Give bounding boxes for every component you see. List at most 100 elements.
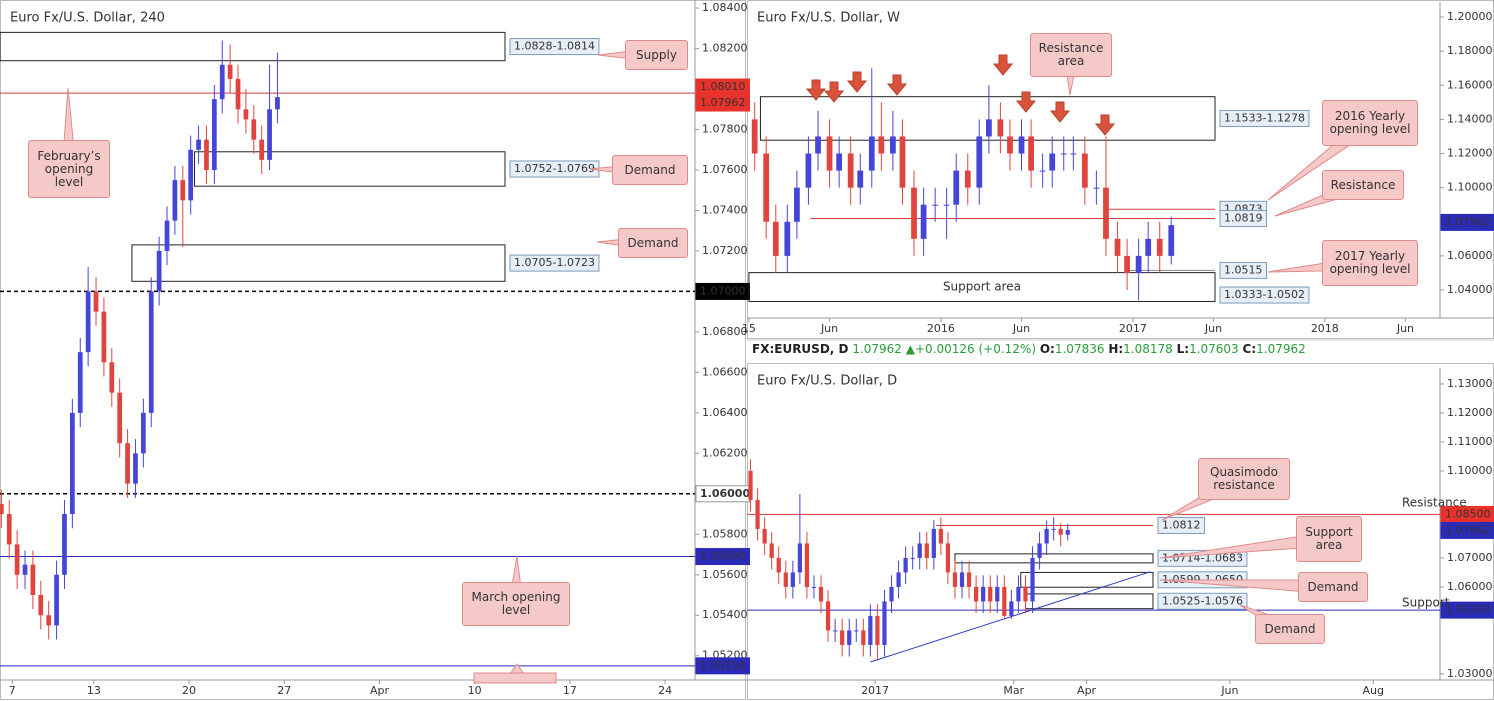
candle-body xyxy=(826,136,833,171)
candle-body xyxy=(1114,238,1121,256)
chart-title: Euro Fx/U.S. Dollar, D xyxy=(757,374,897,389)
zone-label: 1.0752-1.0769 xyxy=(514,162,595,175)
zone xyxy=(759,96,1216,141)
candle-body xyxy=(959,572,965,587)
open-label: O: xyxy=(1039,342,1055,356)
callout: Demand xyxy=(618,228,688,258)
panel-border xyxy=(0,0,746,700)
zone-label: 1.0333-1.0502 xyxy=(1224,288,1305,301)
callout-cut xyxy=(473,672,557,684)
marker-arrow xyxy=(992,54,1014,76)
y-tick-label: 1.12000 xyxy=(1447,147,1493,160)
y-tick-label: 1.07200 xyxy=(702,244,748,257)
y-tick-label: 1.10000 xyxy=(1447,464,1493,477)
y-tick-label: 1.05800 xyxy=(702,527,748,540)
change-arrow: ▲ xyxy=(905,342,915,356)
candle-body xyxy=(825,601,831,631)
level-label-box xyxy=(1219,261,1267,279)
candle-body xyxy=(811,586,817,588)
level-tag-box xyxy=(695,657,750,675)
candle-body xyxy=(1037,543,1042,558)
candle-body xyxy=(1030,557,1035,602)
y-tick-label: 1.13000 xyxy=(1447,377,1493,390)
level-tag: 1.08500 xyxy=(1445,507,1491,520)
chart-title: Euro Fx/U.S. Dollar, 240 xyxy=(10,11,165,26)
candle-body xyxy=(62,514,67,575)
level-tag: 1.05690 xyxy=(700,550,746,563)
candle-body xyxy=(140,412,146,454)
candle-body xyxy=(755,499,760,529)
zone-label: 1.0828-1.0814 xyxy=(514,40,595,53)
candle-body xyxy=(910,557,915,559)
candle-body xyxy=(219,64,225,100)
high: 1.08178 xyxy=(1123,342,1173,356)
candle-body xyxy=(30,564,36,595)
zone-label-box xyxy=(1219,109,1310,127)
candle-body xyxy=(748,470,753,500)
candle-body xyxy=(101,311,107,363)
candle-body xyxy=(6,514,12,545)
candle-body xyxy=(882,601,887,645)
candle-body xyxy=(854,630,859,632)
y-tick-label: 1.05600 xyxy=(702,568,748,581)
y-tick-label: 1.06800 xyxy=(702,325,748,338)
candle-body xyxy=(46,615,52,626)
y-tick-label: 1.05400 xyxy=(702,608,748,621)
candle-body xyxy=(861,630,866,645)
candle-body xyxy=(784,221,791,256)
candle-body xyxy=(794,187,800,222)
zone-text: Support area xyxy=(943,280,1021,294)
y-tick-label: 1.07000 xyxy=(1447,551,1493,564)
y-tick-label: 1.08400 xyxy=(702,1,748,14)
zone-label: 1.1533-1.1278 xyxy=(1224,111,1305,124)
y-tick-label: 1.04000 xyxy=(1447,283,1493,296)
candle-body xyxy=(988,586,993,602)
y-tick-label: 1.06600 xyxy=(702,365,748,378)
candle-body xyxy=(1058,528,1063,535)
candle-body xyxy=(93,291,99,312)
zone xyxy=(1020,571,1154,588)
candle-body xyxy=(911,187,917,239)
high-label: H: xyxy=(1108,342,1124,356)
x-tick-label: 20 xyxy=(182,684,196,697)
candle-body xyxy=(805,153,812,188)
candle-body xyxy=(275,97,280,110)
price-tag: 1.07962 xyxy=(1445,215,1491,228)
candle-body xyxy=(1051,528,1056,530)
x-tick-label: 2017 xyxy=(1119,322,1147,335)
candle-body xyxy=(180,180,186,201)
note: Resistance xyxy=(1402,496,1467,510)
zone xyxy=(748,272,1216,302)
candle-body xyxy=(857,170,864,188)
candle-body xyxy=(899,136,906,188)
candle-body xyxy=(259,139,265,160)
candle-body xyxy=(1007,136,1013,154)
y-tick-label: 1.16000 xyxy=(1447,78,1493,91)
zone-label-box xyxy=(1219,286,1310,304)
marker-arrow xyxy=(886,74,908,96)
y-tick-label: 1.12000 xyxy=(1447,406,1493,419)
candle-body xyxy=(1081,153,1088,188)
callout: Support area xyxy=(1296,516,1362,562)
level-tag: 1.05200 xyxy=(1445,603,1491,616)
price-tag-box xyxy=(695,94,750,112)
candle-body xyxy=(22,564,28,575)
callout: Demand xyxy=(1255,614,1325,644)
candle-body xyxy=(952,572,958,587)
candle-body xyxy=(1168,225,1175,256)
candle-body xyxy=(1018,136,1025,154)
marker-arrow xyxy=(846,71,868,93)
x-tick-label: 27 xyxy=(277,684,291,697)
callout: Resistance area xyxy=(1030,33,1112,77)
x-tick-label: Jun xyxy=(1220,684,1238,697)
x-tick-label: 10 xyxy=(468,684,482,697)
x-tick-label: 24 xyxy=(658,684,672,697)
candle-body xyxy=(966,572,972,587)
candle-body xyxy=(985,119,992,137)
close-label: C: xyxy=(1242,342,1257,356)
candle-body xyxy=(1016,586,1021,602)
ticker-header: FX:EURUSD, D 1.07962 ▲+0.00126 (+0.12%) … xyxy=(752,342,1306,356)
marker-arrow xyxy=(1015,91,1037,113)
panel-border xyxy=(747,363,1494,700)
